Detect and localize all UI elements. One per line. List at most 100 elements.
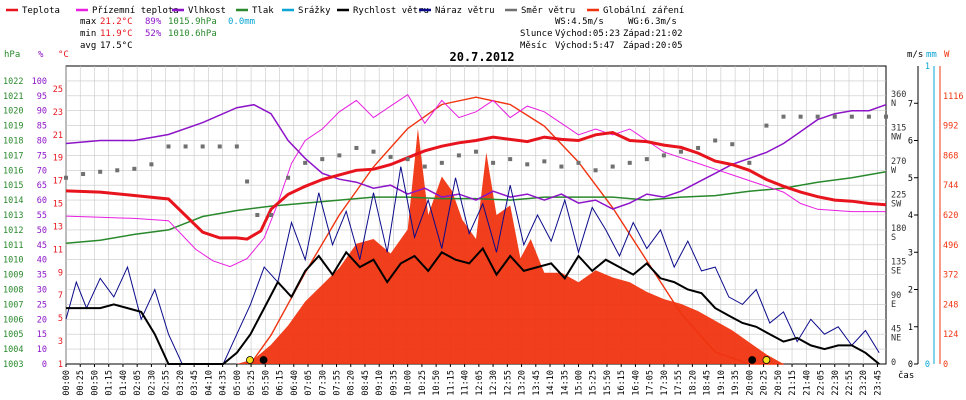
wind-direction-point bbox=[245, 179, 250, 184]
x-tick-label: 11:40 bbox=[461, 370, 471, 396]
x-tick-label: 20:25 bbox=[760, 370, 770, 396]
x-tick-label: 05:00 bbox=[233, 370, 243, 396]
temperature-tick: 15 bbox=[53, 200, 63, 210]
series-ground-temperature bbox=[65, 93, 886, 268]
temperature-tick: 7 bbox=[58, 291, 63, 301]
x-tick-label: 10:00 bbox=[404, 370, 414, 396]
direction-tick: 270 bbox=[891, 157, 906, 167]
wind-direction-point bbox=[508, 157, 513, 162]
wind-direction-point bbox=[884, 114, 888, 119]
wind-direction-point bbox=[866, 114, 871, 119]
pressure-tick: 1006 bbox=[3, 315, 23, 325]
temperature-tick: 25 bbox=[53, 85, 63, 95]
rain-axis-unit: mm bbox=[926, 50, 937, 60]
x-tick-label: 23:20 bbox=[859, 370, 869, 396]
pressure-tick: 1019 bbox=[3, 122, 23, 132]
wind-direction-point bbox=[303, 160, 308, 165]
humidity-tick: 85 bbox=[37, 122, 47, 132]
moonset-info: Západ:20:05 bbox=[623, 41, 683, 51]
wind-tick: 3 bbox=[908, 248, 913, 258]
wind-tick: 6 bbox=[908, 137, 913, 147]
x-tick-label: 18:20 bbox=[688, 370, 698, 396]
series-humidity bbox=[65, 103, 887, 210]
humidity-tick: 55 bbox=[37, 211, 47, 221]
wind-tick: 0 bbox=[908, 360, 913, 370]
humidity-tick: 25 bbox=[37, 300, 47, 310]
x-tick-label: 03:45 bbox=[190, 370, 200, 396]
direction-tick: 360 bbox=[891, 90, 906, 100]
wind-direction-point bbox=[422, 164, 427, 169]
series-wind-speed bbox=[66, 246, 880, 365]
pressure-tick: 1013 bbox=[3, 211, 23, 221]
wind-direction-point bbox=[64, 175, 68, 180]
direction-tick: 90 bbox=[891, 291, 901, 301]
x-tick-label: 18:45 bbox=[703, 370, 713, 396]
wind-direction-point bbox=[849, 114, 854, 119]
right-axes: m/s mm W045NE90E135SE180S225SW270W315NW360… bbox=[891, 50, 963, 370]
humidity-tick: 10 bbox=[37, 345, 47, 355]
legend-label-global_radiation: Globální záření bbox=[603, 6, 684, 16]
direction-label: SE bbox=[891, 266, 901, 276]
temperature-tick: 3 bbox=[58, 337, 63, 347]
wind-direction-point bbox=[576, 160, 581, 165]
pressure-tick: 1020 bbox=[3, 107, 23, 117]
wind-direction-point bbox=[781, 114, 786, 119]
rain-tick: 1 bbox=[925, 62, 930, 72]
humidity-tick: 90 bbox=[37, 107, 47, 117]
pressure-tick: 1015 bbox=[3, 181, 23, 191]
x-tick-label: 22:05 bbox=[817, 370, 827, 396]
x-tick-label: 12:30 bbox=[489, 370, 499, 396]
x-tick-label: 21:15 bbox=[788, 370, 798, 396]
wind-direction-point bbox=[371, 149, 376, 154]
rain-tick: 0 bbox=[925, 360, 930, 370]
wind-tick: 1 bbox=[908, 323, 913, 333]
x-tick-label: 00:25 bbox=[76, 370, 86, 396]
direction-tick: 135 bbox=[891, 257, 906, 267]
stat-max-temp: 21.2°C bbox=[100, 17, 133, 27]
wind-direction-point bbox=[610, 164, 615, 169]
temperature-tick: 13 bbox=[53, 222, 63, 232]
direction-tick: 315 bbox=[891, 123, 906, 133]
x-tick-label: 10:50 bbox=[432, 370, 442, 396]
stat-min-temp: 11.9°C bbox=[100, 29, 133, 39]
left-axes: hPa% °C1003100410051006100710081009101010… bbox=[3, 50, 69, 370]
wind-direction-point bbox=[593, 168, 598, 173]
wind-direction-point bbox=[388, 154, 393, 159]
wind-direction-point bbox=[183, 144, 188, 149]
marker-moonset bbox=[748, 356, 757, 364]
chart-title: 20.7.2012 bbox=[449, 50, 514, 64]
direction-tick: 180 bbox=[891, 224, 906, 234]
temperature-tick: 1 bbox=[58, 360, 63, 370]
wind-tick: 2 bbox=[908, 286, 913, 296]
series-pressure bbox=[65, 171, 887, 245]
wind-direction-point bbox=[354, 145, 359, 150]
direction-label: N bbox=[891, 99, 896, 109]
radiation-tick: 992 bbox=[943, 122, 958, 132]
temperature-tick: 11 bbox=[53, 245, 63, 255]
x-axis-label: čas bbox=[898, 370, 914, 381]
x-tick-label: 09:10 bbox=[375, 370, 385, 396]
humidity-tick: 30 bbox=[37, 286, 47, 296]
radiation-tick: 868 bbox=[943, 151, 958, 161]
wind-direction-point bbox=[200, 144, 205, 149]
x-tick-label: 06:40 bbox=[290, 370, 300, 396]
wind-axis-unit: m/s bbox=[907, 50, 923, 60]
humidity-tick: 15 bbox=[37, 330, 47, 340]
radiation-tick: 744 bbox=[943, 181, 958, 191]
humidity-tick: 70 bbox=[37, 166, 47, 176]
wind-direction-point bbox=[320, 157, 325, 162]
x-tick-label: 06:15 bbox=[276, 370, 286, 396]
direction-tick: 225 bbox=[891, 190, 906, 200]
x-tick-label: 02:05 bbox=[133, 370, 143, 396]
temperature-tick: 21 bbox=[53, 131, 63, 141]
direction-label: W bbox=[891, 166, 897, 176]
x-tick-label: 21:40 bbox=[802, 370, 812, 396]
x-tick-label: 02:55 bbox=[162, 370, 172, 396]
wind-direction-point bbox=[832, 114, 837, 119]
x-tick-label: 01:40 bbox=[119, 370, 129, 396]
pressure-tick: 1004 bbox=[3, 345, 23, 355]
x-tick-label: 22:55 bbox=[845, 370, 855, 396]
x-tick-label: 10:25 bbox=[418, 370, 428, 396]
x-tick-label: 19:35 bbox=[731, 370, 741, 396]
wind-direction-point bbox=[439, 160, 444, 165]
